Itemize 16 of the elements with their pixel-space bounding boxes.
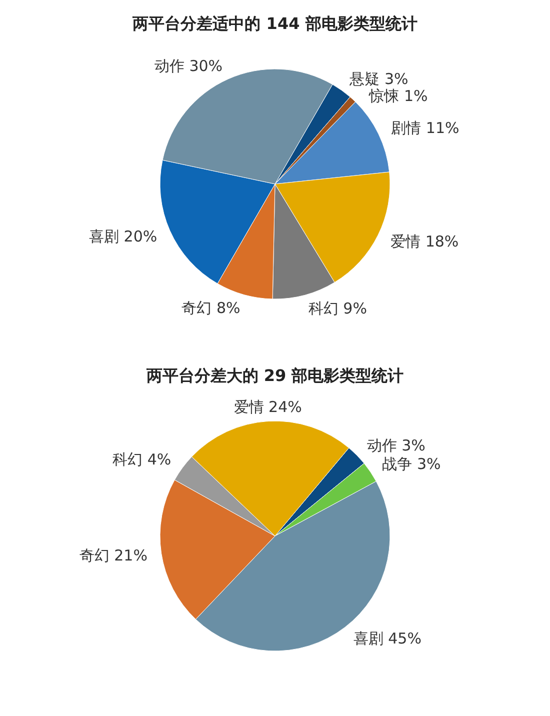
slice-label: 科幻 9% xyxy=(308,300,367,318)
chart-title: 两平台分差大的 29 部电影类型统计 xyxy=(145,366,404,385)
slice-label: 科幻 4% xyxy=(112,450,172,468)
slice-label: 剧情 11% xyxy=(391,118,460,137)
slice-label: 奇幻 8% xyxy=(182,299,240,318)
slice-label: 战争 3% xyxy=(382,455,441,474)
slice-label: 爱情 24% xyxy=(234,398,302,416)
slice-label: 喜剧 45% xyxy=(353,629,422,648)
slice-label: 动作 3% xyxy=(366,436,426,454)
slice-label: 爱情 18% xyxy=(390,232,459,250)
slice-label: 奇幻 21% xyxy=(79,546,148,564)
chart-title: 两平台分差适中的 144 部电影类型统计 xyxy=(132,14,418,33)
slice-label: 喜剧 20% xyxy=(89,227,158,246)
slice-label: 动作 30% xyxy=(154,57,223,76)
slice-label: 惊悚 1% xyxy=(368,86,428,105)
slice-label: 悬疑 3% xyxy=(348,70,408,88)
